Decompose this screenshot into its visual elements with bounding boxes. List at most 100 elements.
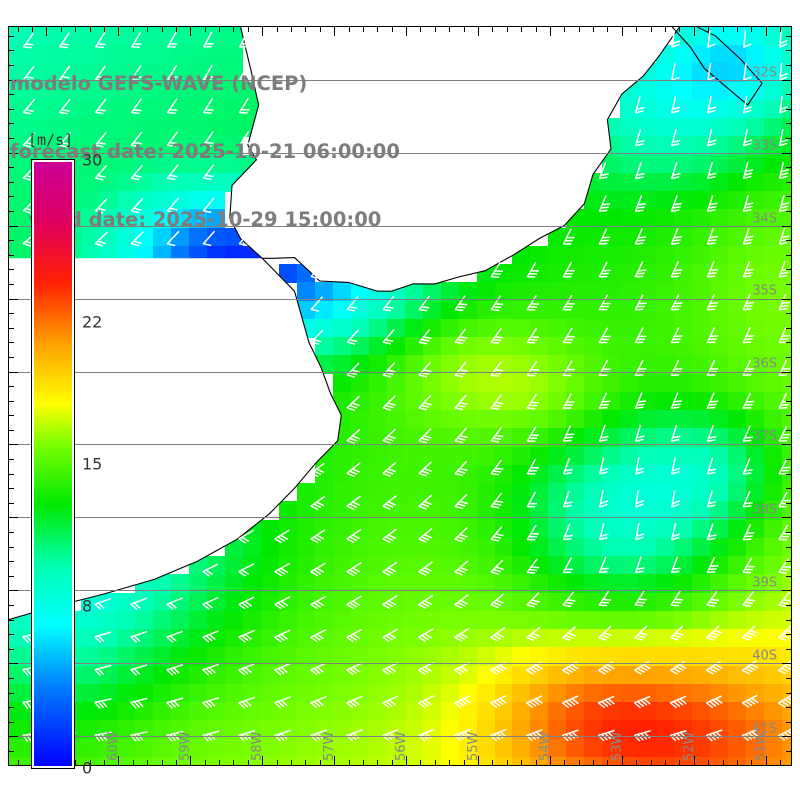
axis-tick-y <box>9 313 14 315</box>
axis-tick-y <box>782 371 791 373</box>
longitude-label-56W: 56W <box>394 731 410 761</box>
axis-tick-x <box>492 760 494 765</box>
latitude-label-38S: 38S <box>752 502 777 518</box>
axis-tick-y <box>786 50 791 52</box>
axis-tick-x <box>780 27 782 32</box>
axis-tick-x <box>650 760 652 765</box>
gridline-lat <box>9 663 791 665</box>
axis-tick-y <box>786 400 791 402</box>
model-title: modelo GEFS-WAVE (NCEP) <box>10 72 308 96</box>
latitude-label-35S: 35S <box>752 283 777 299</box>
axis-tick-x <box>161 27 163 32</box>
axis-tick-y <box>9 152 18 154</box>
axis-tick-x <box>708 760 710 765</box>
axis-tick-x <box>593 27 594 32</box>
axis-tick-y <box>9 678 14 679</box>
colorbar-gradient <box>31 159 75 769</box>
colorbar-tick-0: 0 <box>82 758 93 778</box>
latitude-label-40S: 40S <box>752 648 777 664</box>
axis-tick-y <box>9 648 14 650</box>
latitude-label-34S: 34S <box>752 211 777 226</box>
axis-tick-x <box>219 760 220 765</box>
axis-tick-x <box>492 27 494 32</box>
axis-tick-y <box>9 35 14 37</box>
axis-tick-x <box>521 760 523 765</box>
axis-tick-y <box>9 167 14 169</box>
gridline-lat <box>9 517 791 519</box>
axis-tick-y <box>786 342 791 344</box>
axis-tick-y <box>786 532 791 533</box>
axis-tick-y <box>9 137 14 139</box>
axis-tick-y <box>9 590 18 592</box>
axis-tick-x <box>377 27 379 32</box>
axis-tick-y <box>9 298 18 300</box>
axis-tick-x <box>75 27 77 32</box>
axis-tick-x <box>17 760 19 765</box>
axis-tick-x <box>506 760 508 765</box>
axis-tick-x <box>780 760 782 765</box>
axis-tick-x <box>636 27 638 32</box>
axis-tick-y <box>786 313 791 315</box>
axis-tick-x <box>291 27 292 32</box>
axis-tick-x <box>765 756 767 765</box>
axis-tick-y <box>9 50 14 52</box>
axis-tick-x <box>693 27 695 36</box>
axis-tick-x <box>60 27 62 32</box>
axis-tick-x <box>722 27 724 32</box>
axis-tick-y <box>9 605 14 606</box>
axis-tick-y <box>786 750 791 752</box>
axis-tick-x <box>204 27 206 32</box>
axis-tick-y <box>786 181 791 183</box>
axis-tick-x <box>276 760 278 765</box>
axis-tick-x <box>751 760 753 765</box>
axis-tick-y <box>9 342 14 344</box>
axis-tick-y <box>786 64 791 66</box>
axis-tick-y <box>9 269 14 271</box>
colorbar-tick-15: 15 <box>82 454 103 474</box>
axis-tick-x <box>463 27 465 32</box>
longitude-label-59W: 59W <box>178 731 194 761</box>
axis-tick-x <box>679 27 681 32</box>
axis-tick-y <box>9 196 14 198</box>
axis-tick-y <box>9 123 14 125</box>
axis-tick-y <box>786 415 791 417</box>
axis-tick-x <box>751 27 753 32</box>
axis-tick-x <box>204 760 206 765</box>
axis-tick-y <box>9 254 14 256</box>
axis-tick-y <box>9 488 14 490</box>
axis-tick-y <box>786 137 791 139</box>
gridline-lat <box>9 225 791 227</box>
axis-tick-y <box>782 444 791 446</box>
longitude-label-60W: 60W <box>106 731 122 761</box>
axis-tick-y <box>9 634 14 636</box>
axis-tick-y <box>786 634 791 636</box>
axis-tick-y <box>9 692 14 694</box>
latitude-label-32S: 32S <box>752 65 777 81</box>
axis-tick-y <box>786 196 791 198</box>
axis-tick-y <box>786 502 791 504</box>
axis-tick-y <box>786 459 791 460</box>
axis-tick-x <box>578 760 580 765</box>
axis-tick-y <box>9 108 14 110</box>
axis-tick-y <box>9 619 14 621</box>
axis-tick-y <box>786 561 791 563</box>
axis-tick-x <box>103 27 105 32</box>
axis-tick-y <box>782 663 791 665</box>
axis-tick-x <box>607 760 609 765</box>
axis-tick-x <box>175 760 177 765</box>
axis-tick-y <box>786 721 791 723</box>
colorbar-unit-label: [m/s] <box>28 131 74 149</box>
axis-tick-x <box>736 760 738 765</box>
axis-tick-x <box>219 27 220 32</box>
axis-tick-y <box>9 371 18 373</box>
axis-tick-y <box>9 459 14 460</box>
axis-tick-x <box>549 27 551 36</box>
axis-tick-x <box>233 760 235 765</box>
gridline-lat <box>9 79 791 81</box>
axis-tick-y <box>786 254 791 256</box>
axis-tick-y <box>9 736 18 738</box>
axis-tick-y <box>786 283 791 285</box>
axis-tick-x <box>521 27 523 32</box>
axis-tick-x <box>319 760 321 765</box>
axis-tick-x <box>564 27 566 32</box>
